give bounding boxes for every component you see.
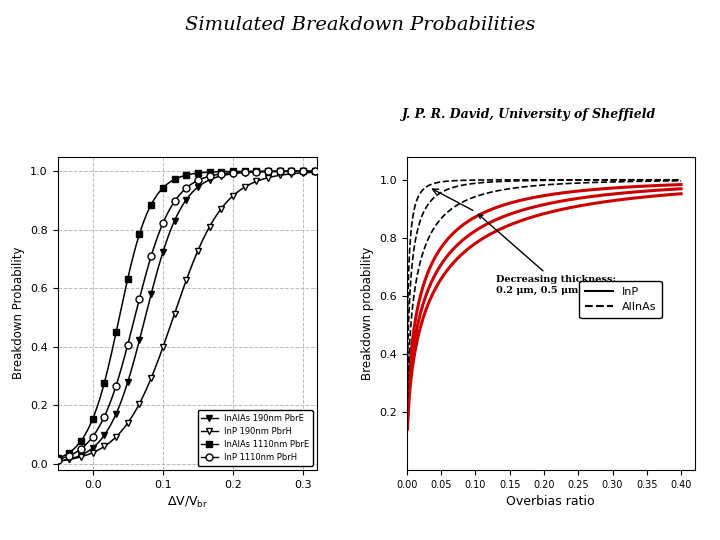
Legend: InAlAs 190nm PbrE, InP 190nm PbrH, InAlAs 1110nm PbrE, InP 1110nm PbrH: InAlAs 190nm PbrE, InP 190nm PbrH, InAlA… [197, 410, 312, 465]
Text: Simulated Breakdown Probabilities: Simulated Breakdown Probabilities [185, 16, 535, 34]
Y-axis label: Breakdown probability: Breakdown probability [361, 247, 374, 380]
Text: Decreasing thickness:
0.2 μm, 0.5 μm, 1.0 μm: Decreasing thickness: 0.2 μm, 0.5 μm, 1.… [479, 214, 623, 295]
Text: J. P. R. David, University of Sheffield: J. P. R. David, University of Sheffield [402, 108, 657, 121]
X-axis label: Overbias ratio: Overbias ratio [506, 495, 595, 508]
Legend: InP, AlInAs: InP, AlInAs [580, 281, 662, 318]
X-axis label: $\Delta$V/V$_{\rm br}$: $\Delta$V/V$_{\rm br}$ [166, 495, 208, 510]
Y-axis label: Breakdown Probability: Breakdown Probability [12, 247, 24, 380]
